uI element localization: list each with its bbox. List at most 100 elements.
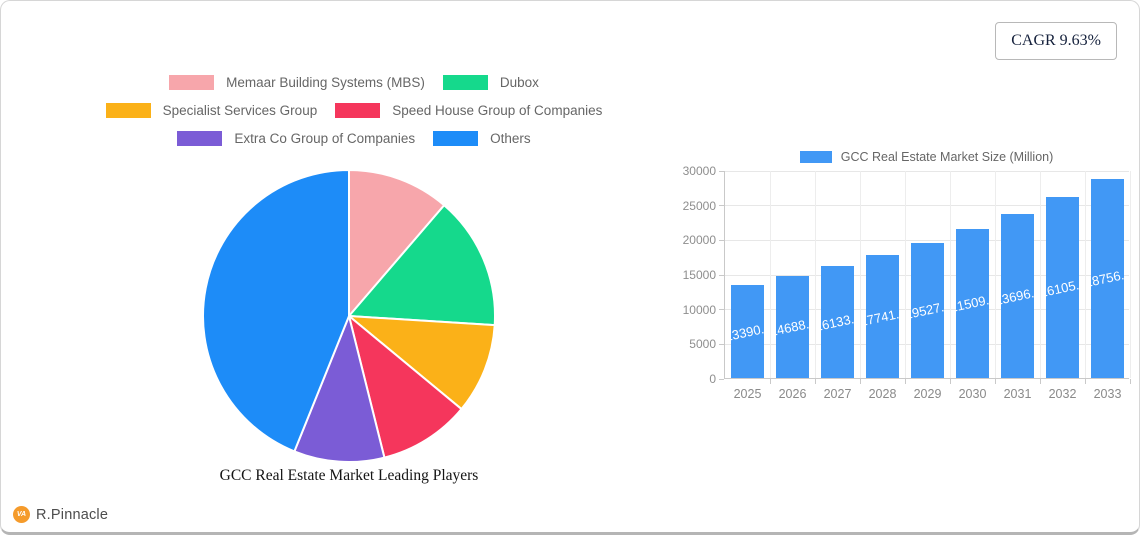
x-tick-label: 2029 bbox=[913, 387, 942, 401]
x-tick-mark bbox=[769, 379, 771, 384]
pie-legend-item[interactable]: Extra Co Group of Companies bbox=[177, 131, 415, 146]
bar-value-label: 16133.8 bbox=[821, 309, 854, 335]
bar-chart-legend[interactable]: GCC Real Estate Market Size (Million) bbox=[724, 150, 1129, 164]
pie-slice[interactable] bbox=[293, 315, 386, 463]
y-tick-label: 30000 bbox=[682, 164, 716, 178]
legend-label: Dubox bbox=[499, 75, 539, 90]
bar-2029[interactable]: 19527.4 bbox=[911, 242, 944, 378]
v-gridline bbox=[1039, 171, 1041, 378]
bar-chart-plot-area: 0 5000 10000 15000 20000 25000 30000 13390.4 202… bbox=[683, 164, 1131, 401]
bar-2033[interactable]: 28756.1 bbox=[1091, 178, 1124, 378]
legend-label: Others bbox=[490, 131, 531, 146]
h-gridline bbox=[725, 205, 1129, 207]
bar-value-label: 17741.2 bbox=[866, 304, 899, 329]
bar-value-label: 13390.4 bbox=[731, 319, 764, 344]
bar-legend-label: GCC Real Estate Market Size (Million) bbox=[840, 150, 1054, 164]
pie-slice[interactable] bbox=[202, 169, 350, 453]
pie-legend-item[interactable]: Dubox bbox=[442, 75, 539, 90]
legend-swatch bbox=[169, 75, 215, 90]
pie-legend: Memaar Building Systems (MBS) Dubox Specia… bbox=[11, 75, 697, 146]
v-gridline bbox=[904, 171, 906, 378]
bar-value-label: 19527.4 bbox=[911, 298, 944, 323]
x-tick-mark bbox=[1084, 379, 1086, 384]
pie-slice[interactable] bbox=[348, 315, 463, 459]
pie-chart-svg bbox=[202, 169, 496, 463]
h-gridline bbox=[725, 239, 1129, 241]
legend-swatch bbox=[177, 131, 223, 146]
x-tick-label: 2032 bbox=[1048, 387, 1077, 401]
v-gridline bbox=[859, 171, 861, 378]
bar-2028[interactable]: 17741.2 bbox=[866, 255, 899, 378]
y-tick-label: 0 bbox=[709, 372, 716, 386]
x-tick-mark bbox=[1129, 379, 1131, 384]
x-tick-mark bbox=[1039, 379, 1041, 384]
h-gridline bbox=[725, 170, 1129, 172]
pie-slice[interactable] bbox=[348, 169, 446, 317]
brand-logo-icon: VA bbox=[13, 506, 30, 523]
x-tick-label: 2033 bbox=[1093, 387, 1122, 401]
x-tick-label: 2025 bbox=[733, 387, 762, 401]
y-tick-label: 20000 bbox=[682, 233, 716, 248]
v-gridline bbox=[994, 171, 996, 378]
pie-slice[interactable] bbox=[348, 204, 496, 327]
pie-legend-item[interactable]: Memaar Building Systems (MBS) bbox=[169, 75, 425, 90]
y-tick-label: 5000 bbox=[689, 337, 716, 352]
bar-2026[interactable]: 14688.6 bbox=[776, 276, 809, 378]
bar-legend-swatch bbox=[799, 151, 832, 163]
x-tick-label: 2026 bbox=[778, 387, 807, 401]
pie-legend-item[interactable]: Specialist Services Group bbox=[105, 103, 318, 118]
legend-swatch bbox=[442, 75, 488, 90]
pie-legend-row: Extra Co Group of Companies Others bbox=[177, 131, 531, 146]
bar-value-label: 21509.6 bbox=[956, 291, 989, 316]
y-tick-label: 15000 bbox=[682, 268, 716, 282]
pie-chart-title: GCC Real Estate Market Leading Players bbox=[219, 467, 479, 484]
x-tick-label: 2031 bbox=[1003, 387, 1032, 401]
x-tick-mark bbox=[814, 379, 816, 384]
v-gridline bbox=[814, 171, 816, 378]
bar-2027[interactable]: 16133.8 bbox=[821, 266, 854, 378]
legend-label: Memaar Building Systems (MBS) bbox=[226, 75, 425, 90]
legend-label: Specialist Services Group bbox=[162, 103, 318, 118]
y-tick-mark bbox=[719, 378, 724, 380]
x-tick-label: 2030 bbox=[958, 387, 987, 401]
bar-value-label: 23696.0 bbox=[1001, 283, 1034, 309]
bar-2025[interactable]: 13390.4 bbox=[731, 285, 764, 378]
legend-label: Speed House Group of Companies bbox=[392, 103, 603, 118]
y-tick-mark bbox=[719, 274, 724, 276]
bar-value-label: 26105.2 bbox=[1046, 275, 1079, 300]
brand-logo-text: R.Pinnacle bbox=[36, 506, 109, 523]
x-tick-mark bbox=[904, 379, 906, 384]
x-tick-label: 2027 bbox=[823, 387, 852, 401]
bar-2032[interactable]: 26105.2 bbox=[1046, 197, 1079, 378]
v-gridline bbox=[1084, 171, 1086, 378]
pie-chart bbox=[201, 168, 497, 464]
y-tick-mark bbox=[719, 239, 724, 241]
legend-label: Extra Co Group of Companies bbox=[234, 131, 416, 146]
y-tick-mark bbox=[719, 343, 724, 345]
pie-slice[interactable] bbox=[348, 315, 496, 411]
pie-legend-item[interactable]: Others bbox=[433, 131, 531, 146]
legend-swatch bbox=[433, 131, 479, 146]
bar-2030[interactable]: 21509.6 bbox=[956, 228, 989, 378]
v-gridline bbox=[769, 171, 771, 378]
pie-legend-item[interactable]: Speed House Group of Companies bbox=[335, 103, 602, 118]
y-tick-mark bbox=[719, 205, 724, 207]
x-tick-mark bbox=[949, 379, 951, 384]
x-tick-label: 2028 bbox=[868, 387, 897, 401]
brand-logo[interactable]: VA R.Pinnacle bbox=[13, 506, 108, 523]
bar-value-label: 14688.6 bbox=[776, 314, 809, 340]
pie-legend-row: Memaar Building Systems (MBS) Dubox bbox=[169, 75, 539, 90]
y-tick-mark bbox=[719, 170, 724, 172]
y-tick-label: 25000 bbox=[682, 198, 716, 213]
v-gridline bbox=[1129, 171, 1131, 378]
legend-swatch bbox=[105, 103, 151, 118]
bar-value-label: 28756.1 bbox=[1091, 266, 1124, 291]
v-gridline bbox=[949, 171, 951, 378]
legend-swatch bbox=[335, 103, 381, 118]
y-tick-mark bbox=[719, 309, 724, 311]
x-tick-mark bbox=[859, 379, 861, 384]
pie-legend-row: Specialist Services Group Speed House Gro… bbox=[105, 103, 602, 118]
bar-2031[interactable]: 23696.0 bbox=[1001, 213, 1034, 378]
cagr-badge: CAGR 9.63% bbox=[995, 22, 1117, 60]
